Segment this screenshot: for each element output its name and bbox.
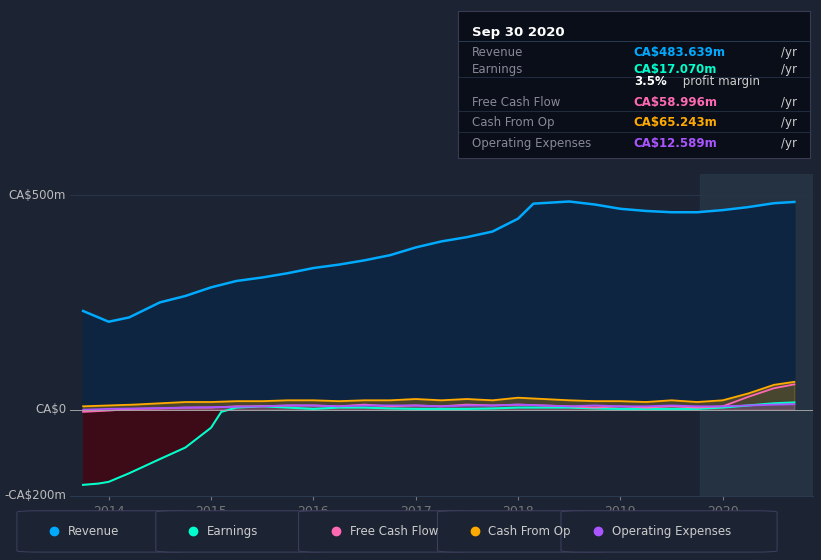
FancyBboxPatch shape xyxy=(299,511,472,552)
Text: CA$12.589m: CA$12.589m xyxy=(634,137,718,150)
Text: CA$65.243m: CA$65.243m xyxy=(634,116,718,129)
Text: 3.5%: 3.5% xyxy=(634,75,667,88)
Text: /yr: /yr xyxy=(782,137,797,150)
FancyBboxPatch shape xyxy=(156,511,329,552)
Text: /yr: /yr xyxy=(782,46,797,59)
Text: /yr: /yr xyxy=(782,116,797,129)
Text: Operating Expenses: Operating Expenses xyxy=(472,137,591,150)
Text: /yr: /yr xyxy=(782,63,797,76)
FancyBboxPatch shape xyxy=(438,511,611,552)
Text: Sep 30 2020: Sep 30 2020 xyxy=(472,26,565,39)
Text: -CA$200m: -CA$200m xyxy=(4,489,66,502)
FancyBboxPatch shape xyxy=(17,511,190,552)
Text: CA$17.070m: CA$17.070m xyxy=(634,63,718,76)
Text: Operating Expenses: Operating Expenses xyxy=(612,525,732,538)
Text: Cash From Op: Cash From Op xyxy=(472,116,555,129)
Bar xyxy=(700,174,813,496)
FancyBboxPatch shape xyxy=(561,511,777,552)
Text: Earnings: Earnings xyxy=(472,63,524,76)
Text: /yr: /yr xyxy=(782,96,797,109)
Text: Revenue: Revenue xyxy=(68,525,119,538)
Text: Free Cash Flow: Free Cash Flow xyxy=(350,525,438,538)
Text: Cash From Op: Cash From Op xyxy=(488,525,571,538)
Text: CA$58.996m: CA$58.996m xyxy=(634,96,718,109)
Text: profit margin: profit margin xyxy=(680,75,760,88)
Text: Earnings: Earnings xyxy=(207,525,258,538)
Text: CA$500m: CA$500m xyxy=(9,189,66,202)
Text: CA$0: CA$0 xyxy=(35,403,66,416)
Text: Free Cash Flow: Free Cash Flow xyxy=(472,96,561,109)
Text: CA$483.639m: CA$483.639m xyxy=(634,46,726,59)
Text: Revenue: Revenue xyxy=(472,46,524,59)
